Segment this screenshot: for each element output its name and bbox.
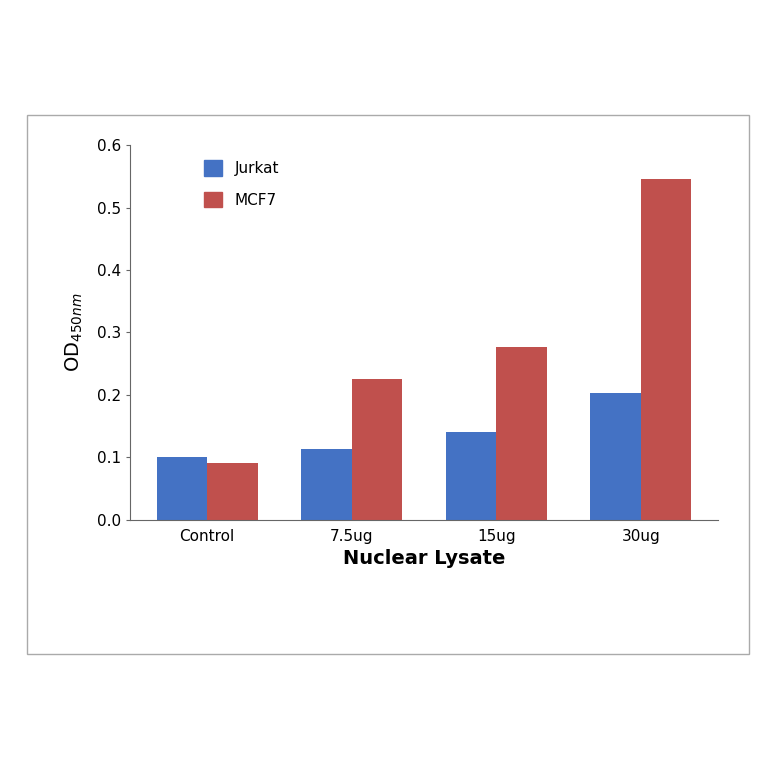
Bar (351, 378, 403, 520)
Bar (157, 457, 207, 520)
Bar (445, 432, 497, 520)
Legend: Jurkat, MCF7: Jurkat, MCF7 (196, 153, 286, 215)
Bar (207, 463, 257, 520)
Bar (591, 393, 641, 520)
Bar (301, 449, 351, 520)
Y-axis label: OD$_{450nm}$: OD$_{450nm}$ (64, 293, 86, 372)
X-axis label: Nuclear Lysate: Nuclear Lysate (343, 549, 505, 568)
Bar (641, 180, 691, 520)
Bar (497, 347, 547, 520)
